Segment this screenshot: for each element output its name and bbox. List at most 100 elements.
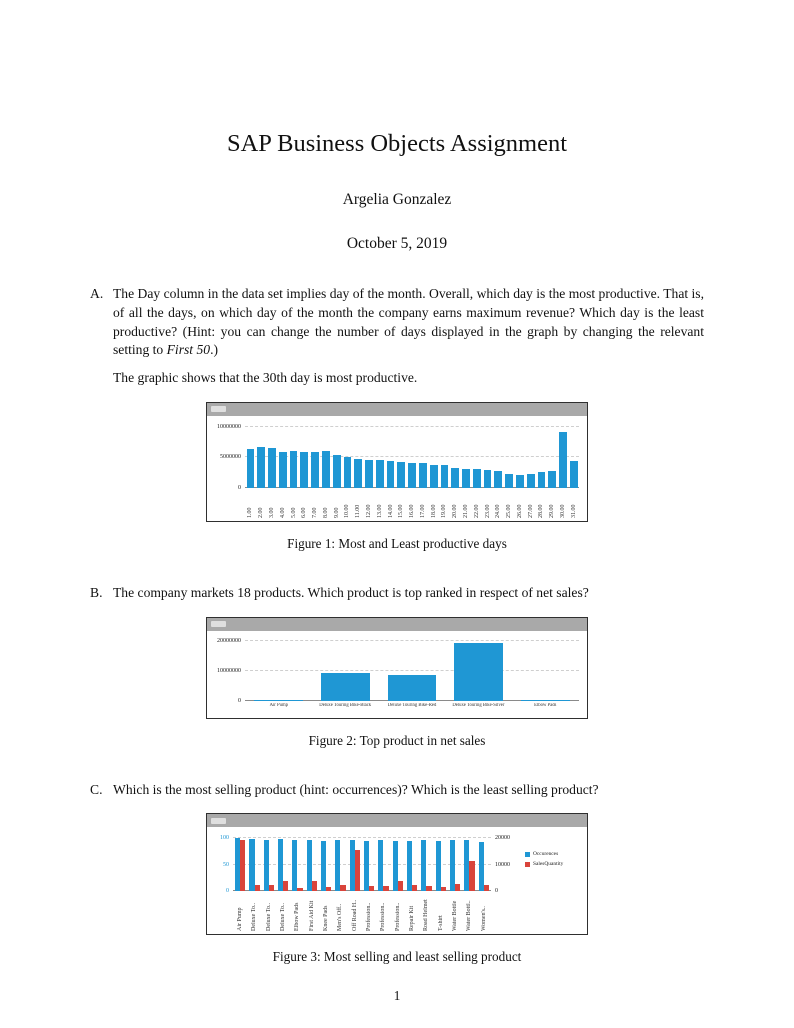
bar-group — [290, 835, 304, 892]
bar-group — [471, 424, 482, 488]
bar-group — [342, 424, 353, 488]
bar — [263, 839, 269, 892]
bar-group — [434, 835, 448, 892]
bar-group — [504, 424, 515, 488]
y-tick-label: 10000000 — [217, 667, 241, 674]
chart-titlebar — [207, 814, 587, 828]
bar-group — [391, 835, 405, 892]
x-axis-line — [233, 890, 491, 892]
bar — [429, 464, 438, 488]
x-tick-label: Elbow Pads — [534, 702, 557, 708]
plot-area — [233, 835, 491, 892]
x-axis-labels: Air Pump Deluxe To.. Deluxe To.. Deluxe To.… — [233, 893, 491, 931]
question-a: A. The Day column in the data set implie… — [90, 285, 704, 388]
bar-group — [512, 639, 579, 701]
bar — [332, 454, 341, 488]
plot-area — [245, 639, 579, 701]
bar-group — [288, 424, 299, 488]
x-tick-label: 24.00 — [495, 504, 502, 518]
x-tick-label: Deluxe To.. — [280, 903, 287, 932]
bar-group — [245, 424, 256, 488]
x-tick-label: Women's.. — [480, 906, 487, 932]
figure-2: 0 10000000 20000000 Air Pump Deluxe Touring… — [90, 616, 704, 749]
x-tick-label: Water Bottle — [452, 900, 459, 932]
bar-group — [462, 835, 476, 892]
plot-area — [245, 424, 579, 488]
figure-3-caption: Figure 3: Most selling and least selling… — [272, 949, 522, 965]
bar — [408, 463, 416, 488]
bar-group — [376, 835, 390, 892]
y-tick-label: 0 — [495, 888, 498, 895]
x-tick-label: 21.00 — [463, 504, 470, 518]
bar — [257, 446, 266, 488]
bar-group — [396, 424, 407, 488]
bar-group — [515, 424, 526, 488]
question-a-label: A. — [90, 286, 104, 301]
bar-group — [299, 424, 310, 488]
bar — [469, 861, 475, 892]
bar — [354, 850, 360, 892]
chart-titlebar — [207, 402, 587, 416]
bar — [363, 840, 370, 892]
bar — [254, 884, 260, 892]
bar-group — [448, 835, 462, 892]
x-tick-label: 13.00 — [376, 504, 383, 518]
bar — [246, 448, 255, 488]
x-tick-label: Air Pump — [237, 907, 244, 932]
bar — [235, 837, 241, 892]
x-axis-labels: 1.00 2.00 3.00 4.00 5.00 6.00 7.00 8.00 9.00 10.0… — [245, 490, 579, 518]
bar — [268, 447, 276, 488]
bar-group — [405, 835, 419, 892]
y-tick-label: 10000000 — [217, 423, 241, 430]
bar — [300, 451, 309, 488]
x-tick-label: 27.00 — [527, 504, 534, 518]
bar-group — [547, 424, 558, 488]
x-tick-label: 19.00 — [441, 504, 448, 518]
figure-2-caption: Figure 2: Top product in net sales — [308, 732, 486, 748]
x-tick-label: Deluxe Touring Bike-Red — [387, 702, 437, 708]
x-tick-label: 29.00 — [549, 504, 556, 518]
bar — [306, 839, 312, 892]
bar — [516, 474, 524, 488]
bar-group — [245, 639, 312, 701]
x-tick-label: 1.00 — [247, 507, 254, 518]
x-tick-label: Profession.. — [394, 902, 401, 932]
y-tick-label: 5000000 — [220, 454, 241, 461]
gridline — [245, 669, 579, 671]
x-tick-label: 7.00 — [312, 507, 319, 518]
bar-group — [536, 424, 547, 488]
bar — [369, 885, 375, 892]
question-c: C. Which is the most selling product (hi… — [90, 781, 704, 800]
bar — [289, 451, 298, 488]
bar — [311, 881, 317, 892]
bar — [268, 885, 274, 892]
x-tick-label: 23.00 — [484, 504, 491, 518]
bar-group — [305, 835, 319, 892]
bar — [548, 471, 557, 488]
bar-group — [364, 424, 375, 488]
bar-group — [374, 424, 385, 488]
bar — [397, 461, 406, 488]
x-tick-label: 10.00 — [344, 504, 351, 518]
bar-group — [379, 639, 446, 701]
gridline — [245, 640, 579, 642]
bar-group — [277, 424, 288, 488]
bar-group — [558, 424, 569, 488]
bar — [569, 460, 578, 488]
bar — [392, 840, 398, 892]
gridline — [233, 836, 491, 838]
x-tick-label: 22.00 — [473, 504, 480, 518]
y-tick-label: 0 — [238, 484, 241, 491]
bar-group — [353, 424, 364, 488]
bar — [311, 452, 319, 488]
bar-group — [320, 424, 331, 488]
question-a-text: The Day column in the data set implies d… — [113, 286, 704, 358]
bar — [320, 840, 327, 892]
bar-group — [407, 424, 418, 488]
gridline — [245, 456, 579, 458]
bar-group — [333, 835, 347, 892]
bar — [335, 839, 341, 892]
x-tick-label: Men's Off.. — [337, 904, 344, 932]
y-tick-label: 0 — [238, 697, 241, 704]
